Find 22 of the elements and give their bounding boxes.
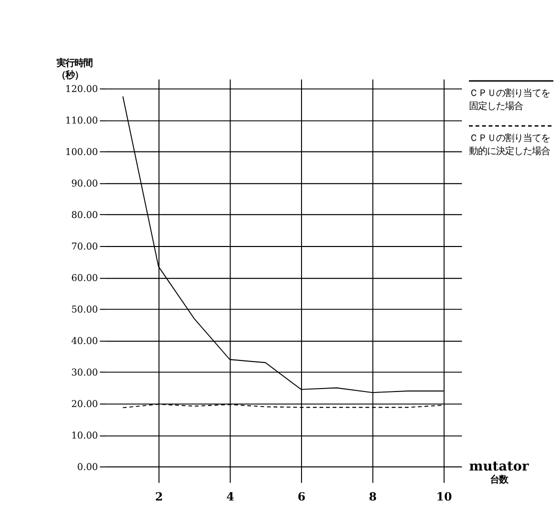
y-tick-label: 40.00 xyxy=(71,336,98,347)
x-tick-label: 4 xyxy=(226,490,234,504)
y-tick-label: 50.00 xyxy=(71,304,98,316)
y-tick-label: 110.00 xyxy=(65,115,98,126)
y-tick-label: 30.00 xyxy=(71,367,98,378)
y-tick-label: 80.00 xyxy=(71,210,98,221)
x-tick-label: 2 xyxy=(155,490,163,504)
x-tick-label: 10 xyxy=(436,490,452,504)
y-tick-label: 90.00 xyxy=(71,178,98,190)
x-tick-label: 6 xyxy=(298,490,306,504)
y-tick-label: 20.00 xyxy=(71,398,98,410)
y-tick-label: 10.00 xyxy=(71,430,98,442)
y-tick-label: 100.00 xyxy=(65,146,98,158)
y-tick-label: 0.00 xyxy=(77,462,98,473)
y-tick-label: 70.00 xyxy=(71,241,98,252)
y-tick-label: 120.00 xyxy=(65,84,98,95)
y-tick-label: 60.00 xyxy=(71,272,98,284)
x-axis-title: mutator 台数 xyxy=(469,459,530,486)
x-tick-label: 8 xyxy=(368,490,377,504)
text: ＣＰＵの割り当てを動的に決定した場合 xyxy=(468,132,550,158)
text: ＣＰＵの割り当てを固定した場合 xyxy=(468,88,550,112)
y-axis-title: 実行時間（秒） xyxy=(55,58,92,82)
